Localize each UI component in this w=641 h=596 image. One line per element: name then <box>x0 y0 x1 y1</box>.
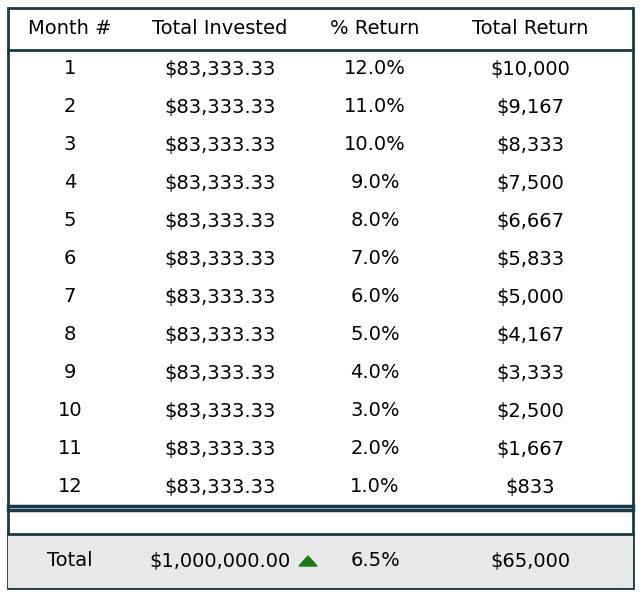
Text: Total: Total <box>47 551 93 570</box>
Polygon shape <box>299 556 317 566</box>
Text: $10,000: $10,000 <box>490 60 570 79</box>
Text: 3.0%: 3.0% <box>350 402 400 421</box>
Text: 1: 1 <box>64 60 76 79</box>
Text: 7: 7 <box>64 287 76 306</box>
Text: 3: 3 <box>64 135 76 154</box>
Text: 4.0%: 4.0% <box>350 364 400 383</box>
Text: $83,333.33: $83,333.33 <box>164 325 276 344</box>
Text: $5,833: $5,833 <box>496 250 564 269</box>
Text: $83,333.33: $83,333.33 <box>164 439 276 458</box>
Text: 12.0%: 12.0% <box>344 60 406 79</box>
Text: $9,167: $9,167 <box>496 98 564 116</box>
Text: $83,333.33: $83,333.33 <box>164 60 276 79</box>
Text: $1,000,000.00: $1,000,000.00 <box>149 551 290 570</box>
Text: $8,333: $8,333 <box>496 135 564 154</box>
Text: $2,500: $2,500 <box>496 402 564 421</box>
Text: 9: 9 <box>64 364 76 383</box>
Text: $83,333.33: $83,333.33 <box>164 173 276 193</box>
Text: 4: 4 <box>64 173 76 193</box>
Text: $6,667: $6,667 <box>496 212 564 231</box>
Text: 8: 8 <box>64 325 76 344</box>
Text: 12: 12 <box>58 477 83 496</box>
Bar <box>8 534 633 588</box>
Text: 11.0%: 11.0% <box>344 98 406 116</box>
Text: 10.0%: 10.0% <box>344 135 406 154</box>
Text: $83,333.33: $83,333.33 <box>164 477 276 496</box>
Text: 6.0%: 6.0% <box>350 287 400 306</box>
Text: 7.0%: 7.0% <box>350 250 400 269</box>
Text: Month #: Month # <box>28 20 112 39</box>
Text: $65,000: $65,000 <box>490 551 570 570</box>
Text: 5: 5 <box>63 212 76 231</box>
Text: 2: 2 <box>64 98 76 116</box>
Text: 10: 10 <box>58 402 82 421</box>
Text: $83,333.33: $83,333.33 <box>164 98 276 116</box>
Text: Total Return: Total Return <box>472 20 588 39</box>
Text: 1.0%: 1.0% <box>350 477 400 496</box>
Text: $83,333.33: $83,333.33 <box>164 250 276 269</box>
Text: $83,333.33: $83,333.33 <box>164 364 276 383</box>
Text: % Return: % Return <box>330 20 420 39</box>
Text: $83,333.33: $83,333.33 <box>164 212 276 231</box>
Text: Total Invested: Total Invested <box>153 20 288 39</box>
Text: 5.0%: 5.0% <box>350 325 400 344</box>
Text: 11: 11 <box>58 439 83 458</box>
Text: $1,667: $1,667 <box>496 439 564 458</box>
Text: 8.0%: 8.0% <box>350 212 400 231</box>
Text: 6: 6 <box>64 250 76 269</box>
Text: $4,167: $4,167 <box>496 325 564 344</box>
Text: $3,333: $3,333 <box>496 364 564 383</box>
Text: 9.0%: 9.0% <box>350 173 400 193</box>
Text: $5,000: $5,000 <box>496 287 564 306</box>
Text: $83,333.33: $83,333.33 <box>164 135 276 154</box>
Text: $83,333.33: $83,333.33 <box>164 402 276 421</box>
Text: $833: $833 <box>505 477 554 496</box>
Text: 2.0%: 2.0% <box>350 439 400 458</box>
Text: 6.5%: 6.5% <box>350 551 400 570</box>
Text: $83,333.33: $83,333.33 <box>164 287 276 306</box>
Text: $7,500: $7,500 <box>496 173 564 193</box>
